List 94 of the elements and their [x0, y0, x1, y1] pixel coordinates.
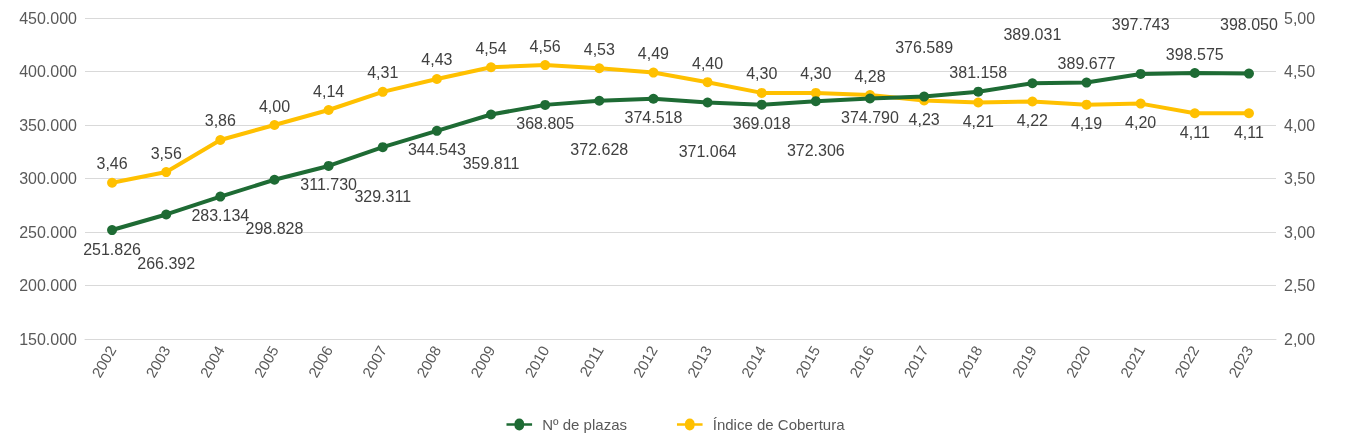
data-label: 397.743: [1111, 16, 1170, 34]
point: [323, 160, 334, 171]
data-label: 4,43: [421, 51, 453, 69]
data-label: 398.050: [1220, 16, 1278, 34]
point: [486, 62, 497, 73]
point: [1027, 96, 1038, 107]
y-tick-label: 350.000: [19, 116, 78, 134]
y2-tick-label: 5,00: [1284, 9, 1316, 27]
y2-tick-label: 2,50: [1284, 277, 1316, 294]
y-tick-label: 400.000: [19, 63, 78, 80]
data-label: 374.790: [841, 108, 899, 126]
data-label: 298.828: [245, 220, 304, 238]
data-label: 4,30: [800, 65, 832, 83]
data-label: 372.306: [786, 141, 845, 159]
point: [648, 67, 659, 78]
point: [1189, 68, 1200, 79]
point: [1243, 108, 1254, 119]
data-label: 4,22: [1016, 111, 1049, 129]
data-label: 4,20: [1125, 114, 1157, 132]
point: [973, 97, 984, 108]
point: [377, 142, 388, 153]
data-label: 4,28: [854, 67, 886, 85]
data-label: 372.628: [570, 141, 629, 159]
point: [1243, 68, 1254, 79]
data-label: 4,14: [313, 82, 345, 100]
data-label: 4,53: [583, 40, 615, 58]
point: [702, 97, 713, 108]
point: [377, 86, 388, 97]
data-label: 359.811: [462, 155, 520, 172]
y-tick-label: 200.000: [19, 277, 78, 294]
y-tick-label: 150.000: [19, 330, 78, 348]
y-tick-label: 450.000: [19, 9, 78, 27]
point: [810, 96, 821, 107]
point: [269, 174, 280, 185]
data-label: 371.064: [678, 142, 737, 160]
point: [973, 86, 984, 97]
point: [1135, 68, 1146, 79]
data-label: 4,19: [1070, 115, 1103, 133]
point: [1135, 98, 1146, 109]
data-label: 381.158: [949, 64, 1008, 82]
data-label: 374.518: [624, 109, 683, 127]
point: [431, 125, 442, 136]
data-label: 4,00: [258, 97, 291, 115]
point: [107, 177, 118, 188]
data-label: 4,49: [637, 45, 670, 63]
y2-tick-label: 2,00: [1284, 330, 1316, 348]
y2-tick-label: 4,00: [1284, 116, 1316, 134]
data-label: 389.677: [1057, 55, 1116, 73]
point: [919, 91, 930, 102]
point: [323, 105, 334, 116]
point: [1081, 99, 1092, 110]
data-label: 389.031: [1003, 25, 1062, 43]
y2-tick-label: 3,00: [1284, 223, 1316, 241]
point: [1081, 77, 1092, 88]
point: [756, 99, 767, 110]
y-tick-label: 300.000: [19, 170, 78, 187]
y-tick-label: 250.000: [19, 223, 78, 241]
data-label: 369.018: [732, 115, 791, 133]
point: [269, 120, 280, 130]
data-label: 4,54: [475, 39, 507, 57]
data-label: 4,56: [529, 37, 561, 55]
legend-label: Índice de Cobertura: [712, 416, 846, 433]
point: [161, 209, 172, 220]
point: [540, 60, 551, 71]
point: [594, 63, 605, 74]
point: [648, 93, 659, 104]
data-label: 4,23: [908, 110, 940, 128]
point: [215, 191, 226, 202]
data-label: 368.805: [516, 115, 575, 133]
point: [1189, 108, 1200, 119]
point: [161, 167, 172, 178]
data-label: 3,86: [204, 112, 237, 130]
point: [107, 225, 118, 236]
point: [756, 87, 767, 98]
point: [594, 95, 605, 106]
point: [215, 134, 226, 145]
point: [540, 99, 551, 110]
data-label: 4,40: [692, 54, 724, 72]
data-label: 4,11: [1233, 123, 1265, 141]
data-label: 398.575: [1165, 45, 1224, 63]
data-label: 376.589: [895, 39, 954, 57]
point: [486, 109, 497, 120]
point: [1027, 78, 1038, 89]
data-label: 4,11: [1179, 123, 1210, 141]
data-label: 4,21: [962, 113, 994, 131]
point: [431, 73, 442, 84]
y2-tick-label: 4,50: [1284, 63, 1316, 80]
point: [702, 77, 713, 88]
data-label: 4,31: [367, 64, 399, 82]
data-label: 3,46: [96, 155, 128, 173]
y2-tick-label: 3,50: [1284, 170, 1316, 187]
data-label: 4,30: [746, 65, 778, 83]
data-label: 3,56: [150, 144, 182, 162]
legend-label: Nº de plazas: [542, 416, 627, 433]
